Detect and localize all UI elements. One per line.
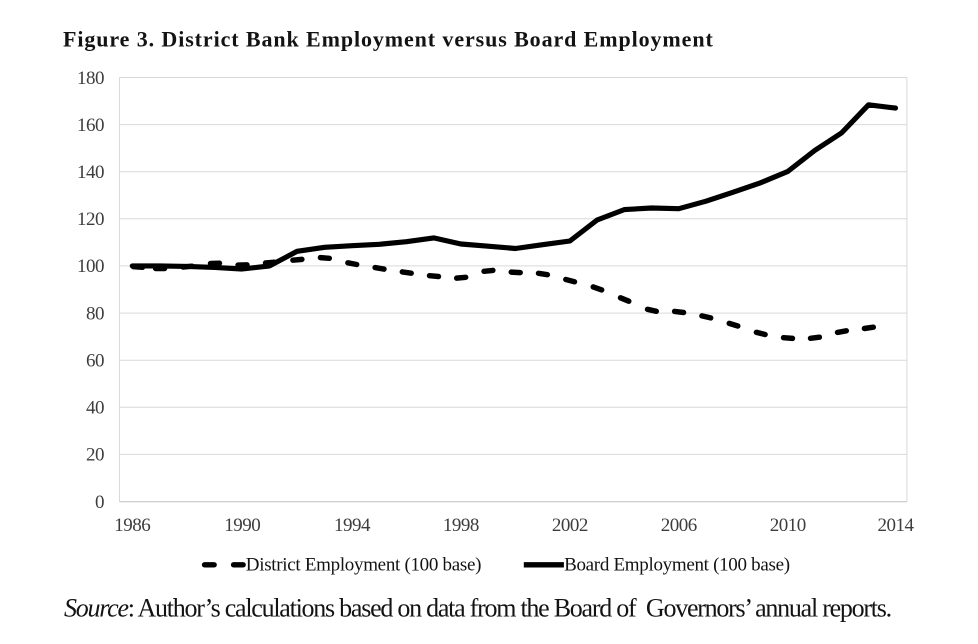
svg-text:2006: 2006 <box>661 515 697 536</box>
svg-text:0: 0 <box>95 492 104 513</box>
svg-text:20: 20 <box>86 445 104 466</box>
svg-text:1990: 1990 <box>224 515 260 536</box>
svg-text:120: 120 <box>77 209 104 230</box>
svg-text:100: 100 <box>77 256 104 277</box>
svg-text:160: 160 <box>77 115 104 136</box>
svg-text:District Employment (100 base): District Employment (100 base) <box>246 555 481 576</box>
svg-text:180: 180 <box>77 68 104 89</box>
svg-text:80: 80 <box>86 303 104 324</box>
svg-text:Source: Author’s calculations: Source: Author’s calculations based on d… <box>64 594 891 623</box>
svg-text:1998: 1998 <box>443 515 479 536</box>
svg-text:Board Employment (100 base): Board Employment (100 base) <box>564 555 790 576</box>
svg-text:2010: 2010 <box>770 515 806 536</box>
svg-text:40: 40 <box>86 398 104 419</box>
svg-text:2002: 2002 <box>552 515 588 536</box>
svg-text:Figure 3. District Bank Employ: Figure 3. District Bank Employment versu… <box>63 27 714 52</box>
svg-text:1986: 1986 <box>114 515 150 536</box>
svg-text:60: 60 <box>86 351 104 372</box>
svg-text:2014: 2014 <box>878 515 915 536</box>
svg-text:140: 140 <box>77 162 104 183</box>
svg-text:1994: 1994 <box>334 515 371 536</box>
